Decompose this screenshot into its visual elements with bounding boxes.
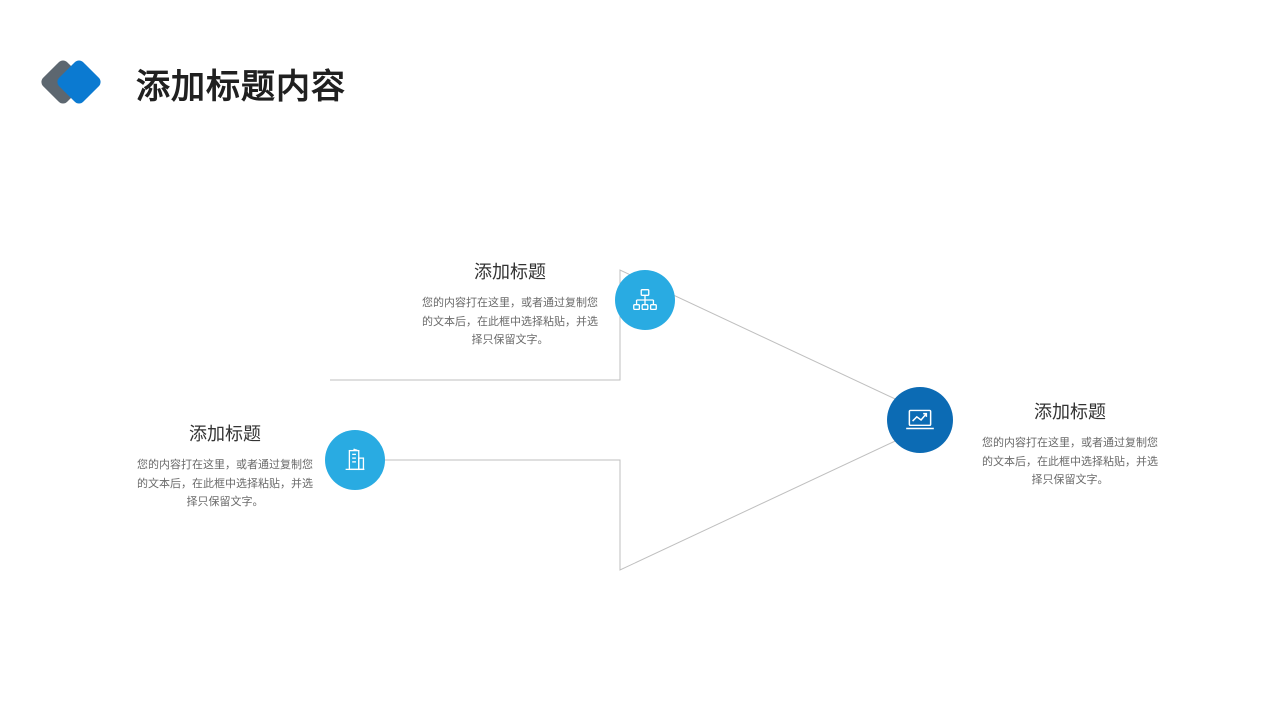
node-circle-1	[325, 430, 385, 490]
node-title-3: 添加标题	[980, 398, 1160, 424]
node-body-2: 您的内容打在这里，或者通过复制您的文本后，在此框中选择粘贴，并选择只保留文字。	[420, 294, 600, 350]
node-text-3: 添加标题 您的内容打在这里，或者通过复制您的文本后，在此框中选择粘贴，并选择只保…	[980, 398, 1160, 490]
node-body-3: 您的内容打在这里，或者通过复制您的文本后，在此框中选择粘贴，并选择只保留文字。	[980, 434, 1160, 490]
node-circle-2	[615, 270, 675, 330]
building-icon	[340, 445, 370, 475]
node-title-2: 添加标题	[420, 258, 600, 284]
node-text-2: 添加标题 您的内容打在这里，或者通过复制您的文本后，在此框中选择粘贴，并选择只保…	[420, 258, 600, 350]
org-chart-icon	[630, 285, 660, 315]
arrow-outline	[0, 0, 1280, 720]
node-text-1: 添加标题 您的内容打在这里，或者通过复制您的文本后，在此框中选择粘贴，并选择只保…	[135, 420, 315, 512]
diagram-stage: 添加标题 您的内容打在这里，或者通过复制您的文本后，在此框中选择粘贴，并选择只保…	[0, 0, 1280, 720]
node-title-1: 添加标题	[135, 420, 315, 446]
laptop-chart-icon	[903, 403, 937, 437]
node-body-1: 您的内容打在这里，或者通过复制您的文本后，在此框中选择粘贴，并选择只保留文字。	[135, 456, 315, 512]
node-circle-3	[887, 387, 953, 453]
